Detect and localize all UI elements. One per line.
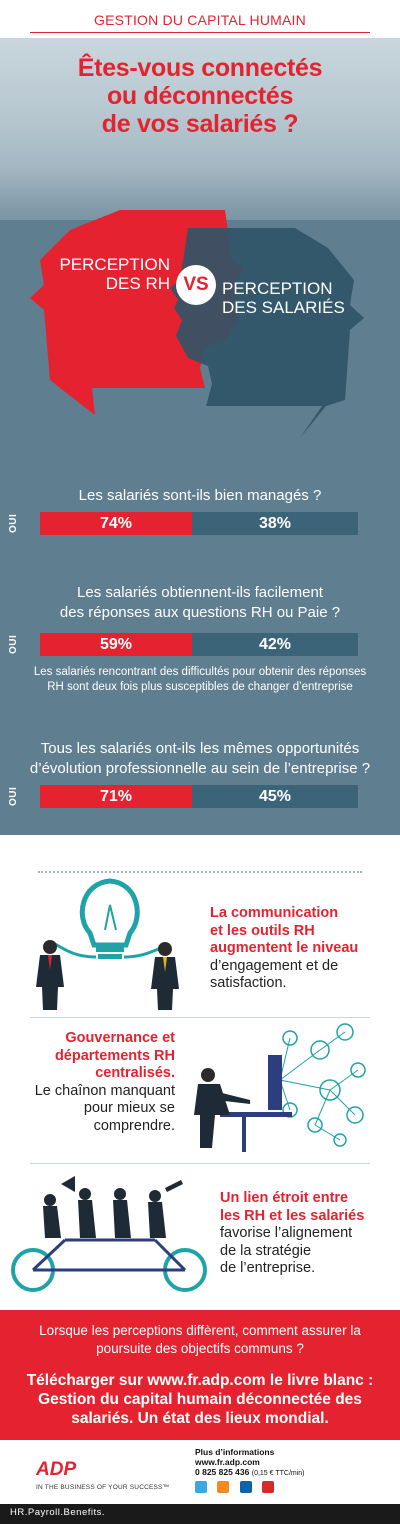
q2-employees-bar: 42% [192,633,358,656]
oui-label-2: OUI [8,634,19,654]
q3-hr-bar: 71% [40,785,192,808]
top-banner: GESTION DU CAPITAL HUMAIN [0,0,400,38]
m3-line-4: de la stratégie [220,1242,312,1259]
title-line-1: Êtes-vous connectés [77,54,323,82]
question-3-line-1: Tous les salariés ont-ils les mêmes oppo… [40,740,360,757]
m2-line-6: comprendre. [93,1117,175,1134]
message-governance: Gouvernance et départements RH centralis… [20,1030,175,1135]
message-communication: La communication et les outils RH augmen… [210,905,385,993]
cta-download[interactable]: Télécharger sur www.fr.adp.com le livre … [0,1371,400,1428]
question-3-line-2: d’évolution professionnelle au sein de l… [29,760,371,777]
hr-perception-label: PERCEPTION DES RH [52,255,170,293]
insight-note: Les salariés rencontrant des difficultés… [0,665,400,695]
cta-download-line-2: Gestion du capital humain déconnectée de… [38,1391,362,1408]
tagline: IN THE BUSINESS OF YOUR SUCCESS™ [36,1484,170,1491]
m1-red-line-3: augmentent le niveau [210,940,359,956]
question-2-line-2: des réponses aux questions RH ou Paie ? [59,604,341,621]
hr-label-line-2: DES RH [105,274,170,293]
m3-line-5: de l’entreprise. [220,1260,316,1276]
section-title: GESTION DU CAPITAL HUMAIN [94,12,306,28]
cta-question: Lorsque les perceptions diffèrent, comme… [0,1322,400,1358]
m3-line-3: favorise l’alignement [220,1225,353,1241]
m1-line-5: satisfaction. [210,975,287,991]
viadeo-icon[interactable] [217,1480,230,1493]
employees-head-shape [170,228,364,438]
phone-number: 0 825 825 436 (0,15 € TTC/min) [195,1467,305,1477]
tandem-bicycle-icon [11,1176,207,1292]
divider-2 [30,1163,370,1164]
q1-employees-bar: 38% [192,512,358,535]
cta-download-line-3: salariés. Un état des lieux mondial. [71,1410,329,1427]
m2-red-line-1: Gouvernance et [65,1030,175,1046]
m1-line-4: d’engagement et de [210,957,339,974]
lightbulb-people-icon [36,878,179,1010]
hr-label-line-1: PERCEPTION [59,255,170,274]
website-link[interactable]: www.fr.adp.com [195,1457,260,1467]
cta-question-line-1: Lorsque les perceptions diffèrent, comme… [39,1323,361,1338]
note-line-2: RH sont deux fois plus susceptibles de c… [47,681,353,693]
q1-hr-bar: 74% [40,512,192,535]
m3-red-line-1: Un lien étroit entre [220,1190,349,1206]
question-2-line-1: Les salariés obtiennent-ils facilement [77,584,323,601]
employees-label-line-2: DES SALARIÉS [222,298,345,317]
slogan-bar: HR.Payroll.Benefits. [0,1504,400,1524]
linkedin-icon[interactable] [239,1480,252,1493]
cta-question-line-2: poursuite des objectifs communs ? [96,1341,304,1356]
question-2: Les salariés obtiennent-ils facilement d… [0,583,400,623]
more-info-label: Plus d’informations [195,1447,275,1457]
youtube-icon[interactable] [262,1480,275,1493]
cta-download-line-1: Télécharger sur www.fr.adp.com le livre … [26,1372,374,1389]
m2-line-5: pour mieux se [83,1100,175,1116]
slogan: HR.Payroll.Benefits. [10,1507,106,1518]
m2-red-line-2: départements RH [54,1047,175,1064]
m1-red-line-1: La communication [210,905,339,921]
q3-employees-bar: 45% [192,785,358,808]
question-1-line-1: Les salariés sont-ils bien managés ? [78,487,322,504]
m2-red-line-3: centralisés. [95,1065,175,1081]
divider-1 [30,1017,370,1018]
m2-line-4: Le chaînon manquant [34,1082,175,1099]
title-line-3: de vos salariés ? [101,110,299,138]
employees-label-line-1: PERCEPTION [222,279,333,298]
social-links [195,1478,280,1493]
message-close-link: Un lien étroit entre les RH et les salar… [220,1190,390,1278]
heads-illustration [0,190,400,460]
heads-icon [30,210,364,438]
question-1: Les salariés sont-ils bien managés ? [0,486,400,506]
phone-note: (0,15 € TTC/min) [251,1470,305,1477]
q2-hr-bar: 59% [40,633,192,656]
adp-logo-icon: ADP [36,1459,76,1478]
m1-red-line-2: et les outils RH [210,922,315,939]
oui-label-1: OUI [8,513,19,533]
vs-badge: VS [176,265,216,305]
m3-red-line-2: les RH et les salariés [220,1207,365,1224]
oui-label-3: OUI [8,786,19,806]
employees-perception-label: PERCEPTION DES SALARIÉS [222,279,362,317]
dotted-separator [38,871,362,873]
cta-band [0,1310,400,1440]
phone-value: 0 825 825 436 [195,1467,250,1477]
title-line-2: ou déconnectés [106,82,294,110]
question-3: Tous les salariés ont-ils les mêmes oppo… [0,739,400,779]
section-rule [30,32,370,33]
note-line-1: Les salariés rencontrant des difficultés… [33,666,367,678]
page-title: Êtes-vous connectés ou déconnectés de vo… [0,54,400,138]
desk-network-icon [194,1023,366,1152]
svg-text:ADP: ADP [36,1459,76,1478]
insights-section [0,835,400,1310]
twitter-icon[interactable] [195,1480,207,1493]
